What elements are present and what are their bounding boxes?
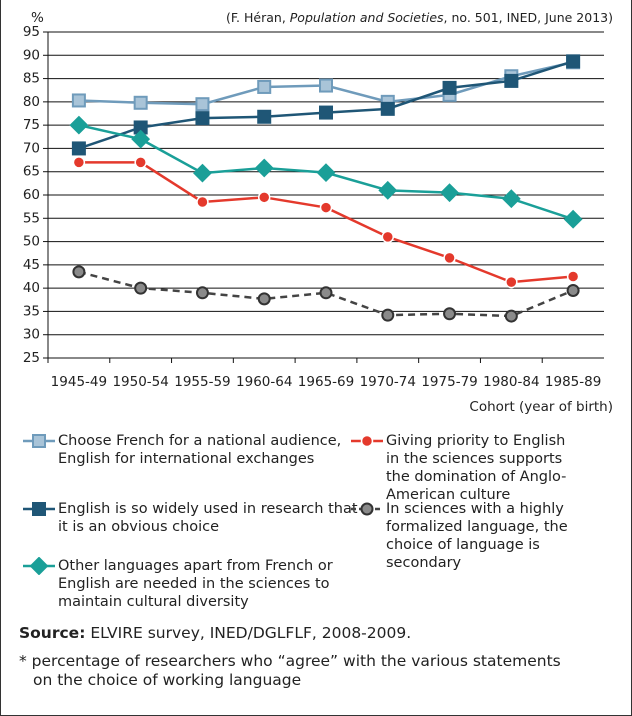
marker	[319, 201, 333, 214]
y-tick-label: 35	[23, 303, 40, 319]
x-tick-label: 1970-74	[360, 374, 416, 390]
marker	[257, 109, 272, 124]
chart: % (F. Héran, Population and Societies, n…	[23, 10, 613, 416]
marker	[131, 129, 151, 149]
citation-part: (F. Héran,	[226, 10, 290, 25]
marker	[134, 156, 147, 169]
marker	[72, 156, 86, 169]
marker	[195, 97, 210, 112]
marker	[566, 270, 580, 283]
marker	[319, 78, 333, 93]
marker	[316, 163, 336, 183]
legend-item: Choose French for a national audience, E…	[23, 432, 358, 468]
marker	[319, 105, 333, 120]
y-tick-label: 75	[23, 117, 40, 133]
citation-part: Population and Societies	[290, 10, 444, 25]
legend-swatch	[351, 434, 383, 448]
legend-label: In sciences with a highly formalized lan…	[386, 501, 568, 571]
source-text: ELVIRE survey, INED/DGLFLF, 2008-2009.	[85, 624, 412, 642]
marker	[196, 195, 209, 209]
legend-swatch	[23, 434, 55, 448]
marker	[71, 93, 86, 108]
marker	[29, 557, 49, 575]
y-tick-label: 85	[23, 71, 40, 87]
marker	[440, 183, 459, 203]
marker	[443, 307, 457, 321]
citation: (F. Héran, Population and Societies, no.…	[226, 10, 613, 25]
legend-label: Other languages apart from French or Eng…	[58, 558, 333, 610]
marker	[505, 275, 518, 289]
marker	[566, 54, 581, 69]
legend-item: In sciences with a highly formalized lan…	[351, 500, 616, 572]
marker	[257, 79, 272, 94]
source-label: Source:	[19, 624, 86, 642]
series-line	[78, 60, 574, 150]
marker	[134, 281, 148, 295]
marker	[32, 502, 46, 516]
legend-swatch	[23, 502, 55, 516]
x-tick-label: 1950-54	[112, 374, 168, 390]
legend-item: Giving priority to English in the scienc…	[351, 432, 581, 504]
y-tick-label: 65	[23, 164, 40, 180]
marker	[566, 283, 580, 297]
marker	[443, 251, 456, 265]
x-tick-label: 1980-84	[483, 374, 539, 390]
marker	[380, 101, 395, 116]
y-tick-label: 60	[23, 187, 40, 203]
marker	[195, 111, 210, 126]
legend-item: Other languages apart from French or Eng…	[23, 557, 358, 611]
marker	[133, 95, 148, 110]
y-tick-label: 30	[23, 327, 40, 343]
x-tick-label: 1955-59	[174, 374, 230, 390]
x-tick-label: 1985-89	[545, 374, 601, 390]
y-tick-label: 40	[23, 280, 40, 296]
source: Source: ELVIRE survey, INED/DGLFLF, 2008…	[19, 624, 411, 643]
citation-part: , no. 501, INED, June 2013)	[444, 10, 613, 25]
note: * percentage of researchers who “agree” …	[19, 652, 561, 689]
legend-label: Choose French for a national audience, E…	[58, 433, 342, 467]
marker	[381, 308, 395, 322]
legend-label: English is so widely used in research th…	[58, 501, 358, 535]
marker	[501, 189, 521, 209]
marker	[254, 158, 274, 178]
x-tick-label: 1945-49	[51, 374, 107, 390]
legend-item: English is so widely used in research th…	[23, 500, 358, 536]
marker	[360, 434, 374, 448]
legend-label: Giving priority to English in the scienc…	[386, 433, 567, 503]
y-tick-label: 80	[23, 94, 40, 110]
x-axis-label: Cohort (year of birth)	[469, 399, 613, 415]
y-tick-label: 95	[23, 24, 40, 40]
marker	[381, 230, 395, 244]
y-tick-label: 50	[23, 234, 40, 250]
marker	[442, 80, 457, 95]
legend-swatch	[351, 502, 383, 516]
marker	[504, 309, 518, 323]
y-tick-label: 70	[23, 140, 40, 156]
marker	[319, 286, 333, 300]
marker	[257, 292, 271, 306]
marker	[195, 286, 209, 300]
marker	[257, 191, 271, 204]
marker	[69, 115, 89, 135]
y-tick-label: 25	[23, 350, 40, 366]
unit-label: %	[31, 10, 44, 26]
marker	[193, 163, 212, 183]
marker	[71, 141, 86, 156]
marker	[72, 265, 86, 279]
y-tick-label: 55	[23, 210, 40, 226]
marker	[504, 73, 519, 88]
marker	[563, 209, 583, 229]
y-tick-label: 45	[23, 257, 40, 273]
marker	[378, 180, 398, 200]
series-line	[78, 270, 574, 318]
x-tick-label: 1965-69	[298, 374, 354, 390]
marker	[32, 434, 46, 448]
legend-swatch	[23, 557, 55, 575]
x-tick-label: 1960-64	[236, 374, 292, 390]
x-tick-label: 1975-79	[421, 374, 477, 390]
y-tick-label: 90	[23, 47, 40, 63]
marker	[360, 502, 374, 516]
